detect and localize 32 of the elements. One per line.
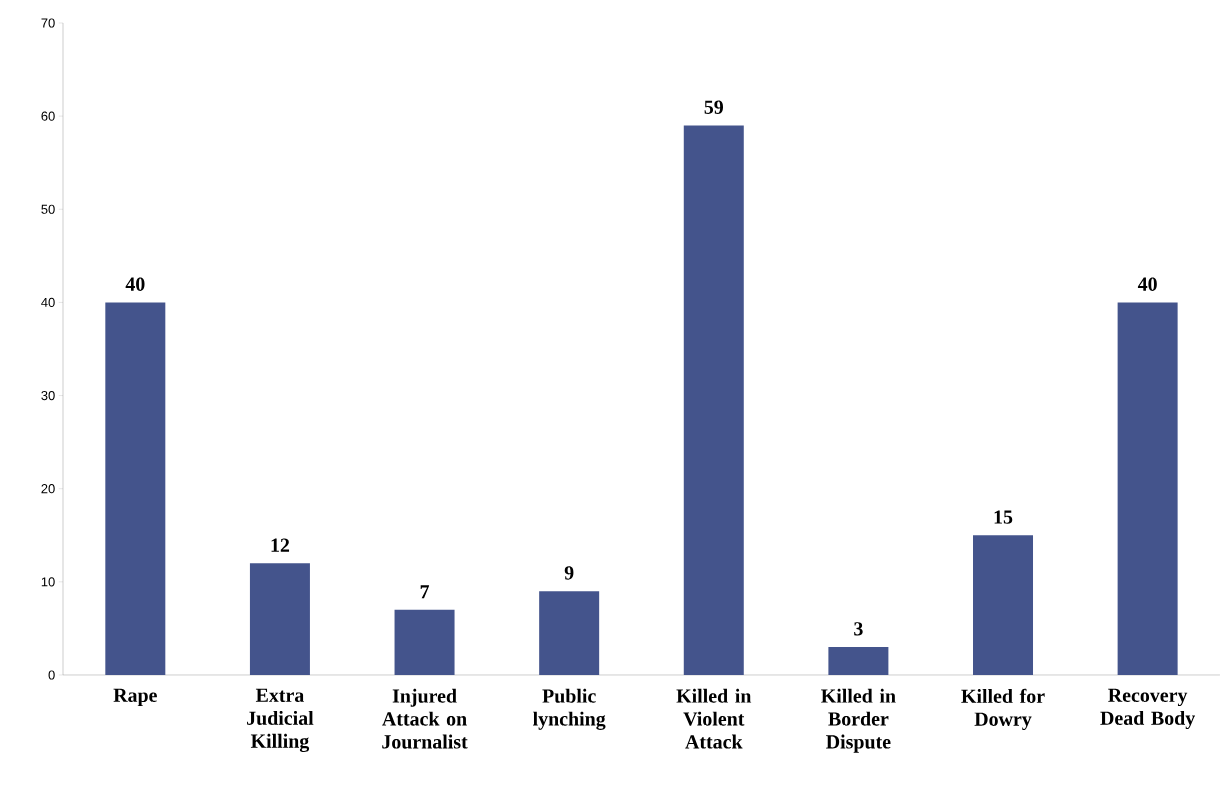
y-tick-label: 30: [41, 390, 55, 401]
bar: [973, 535, 1034, 675]
x-tick-label: Extra Judicial Killing: [247, 688, 314, 753]
data-label: 3: [854, 622, 863, 636]
bar: [1117, 302, 1178, 675]
x-tick-label: Rape: [113, 688, 157, 707]
bar: [539, 591, 600, 675]
y-tick-label: 40: [41, 297, 55, 307]
y-tick-label: 0: [48, 670, 55, 680]
y-tick-label: 10: [41, 577, 55, 587]
y-tick-label: 20: [41, 484, 55, 494]
x-tick-label: Killed in Border Dispute: [821, 688, 896, 753]
data-label: 9: [564, 566, 574, 580]
data-label: 40: [125, 277, 145, 291]
data-label: 59: [704, 100, 724, 114]
data-label: 7: [420, 585, 430, 599]
y-tick-label: 50: [41, 204, 55, 214]
data-label: 40: [1137, 277, 1157, 291]
x-tick-label: Public lynching: [533, 688, 606, 730]
data-label: 15: [994, 510, 1013, 524]
y-tick-label: 60: [41, 111, 55, 121]
bar: [249, 563, 310, 675]
y-tick-label: 70: [41, 18, 55, 28]
x-tick-label: Injured Attack on Journalist: [382, 688, 468, 749]
x-tick-label: Killed in Violent Attack: [676, 688, 752, 749]
bar: [394, 609, 455, 675]
bar: [683, 125, 744, 675]
x-tick-label: Killed for Dowry: [961, 688, 1045, 730]
bar: [828, 647, 889, 675]
data-label: 12: [271, 538, 290, 552]
x-tick-label: Recovery Dead Body: [1100, 688, 1196, 730]
bar: [105, 302, 166, 675]
